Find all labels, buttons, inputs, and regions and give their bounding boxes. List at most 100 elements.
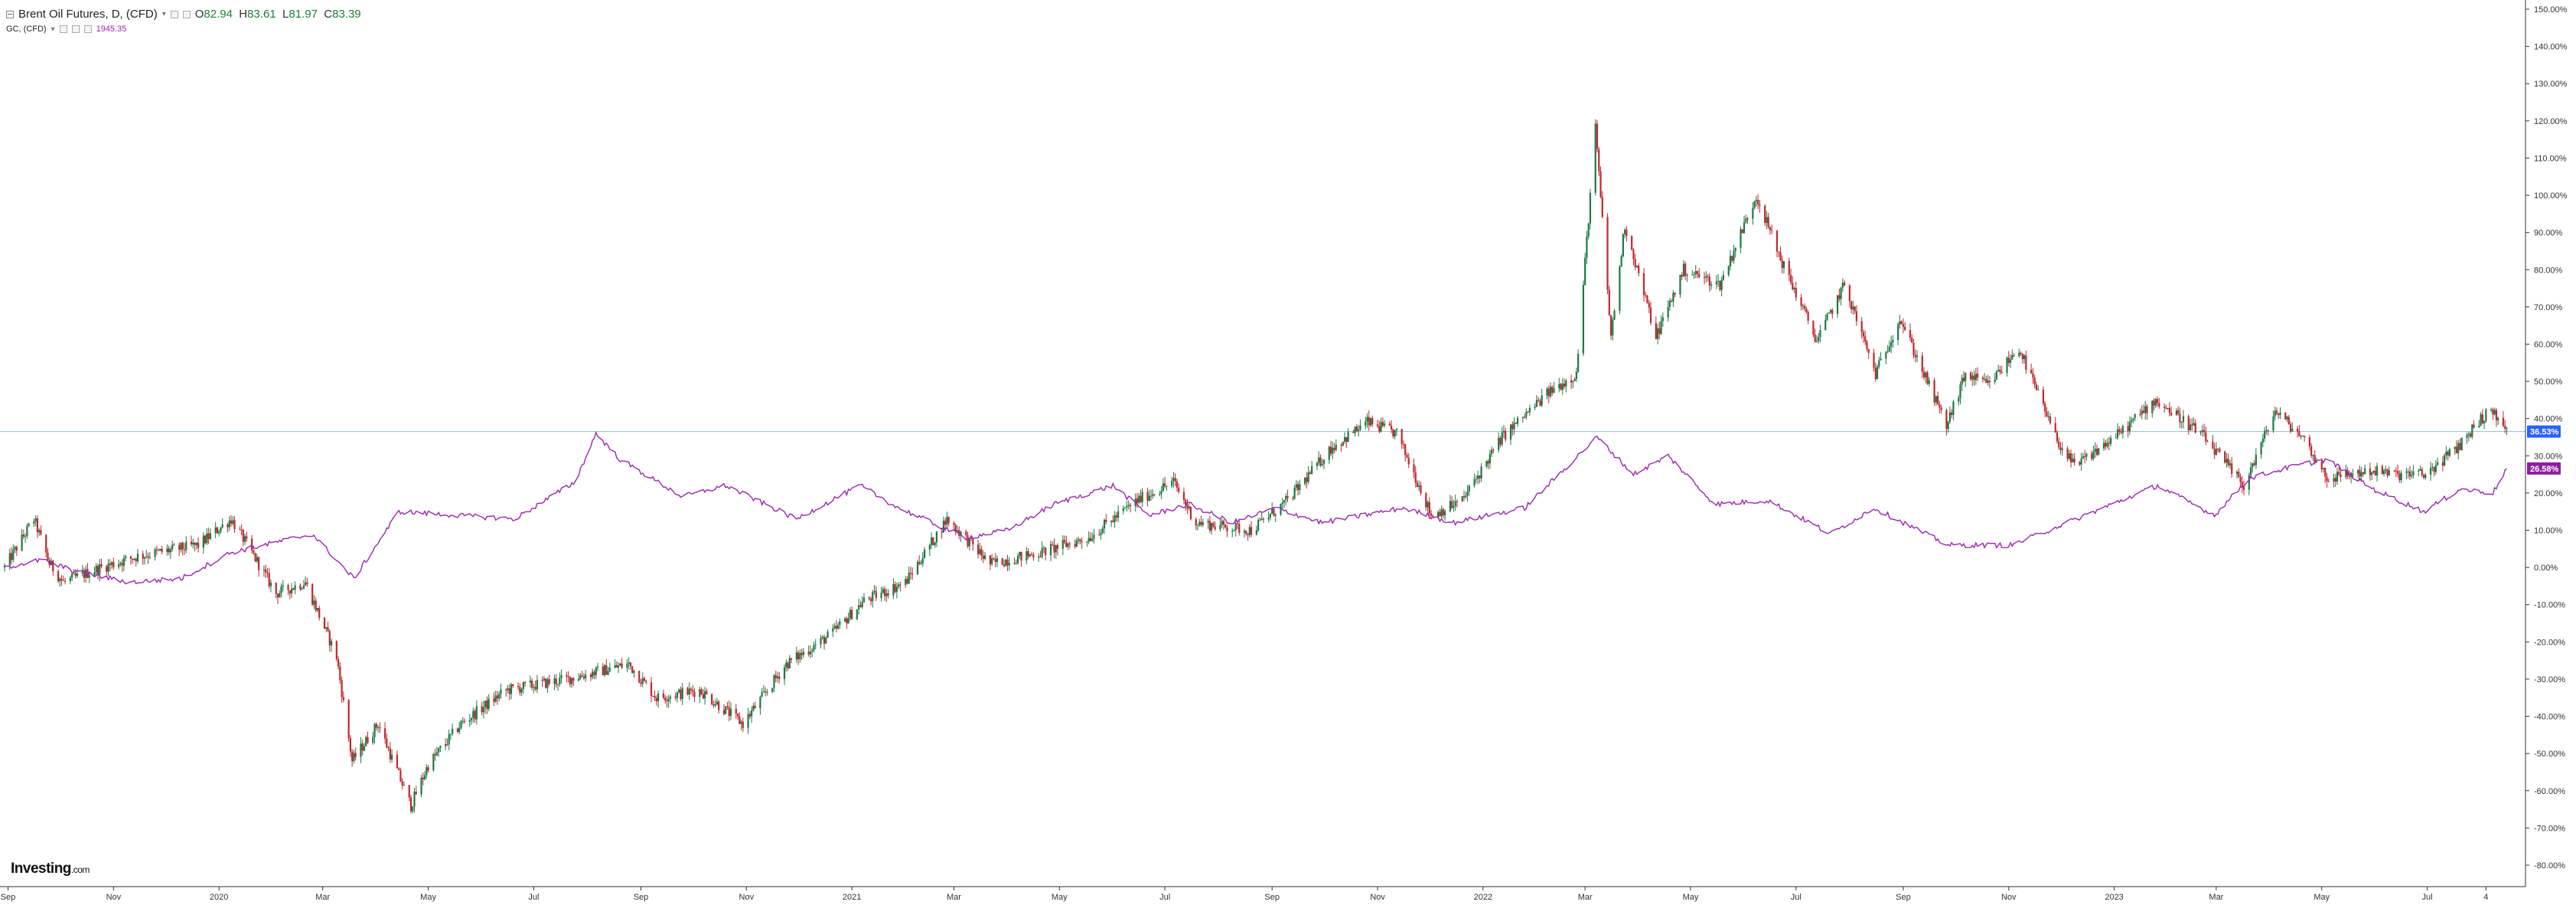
candle-body: [2492, 409, 2494, 415]
candle-body: [968, 537, 970, 547]
candle-body: [946, 516, 948, 525]
candle-body: [1951, 412, 1953, 415]
candle-body: [508, 688, 510, 694]
candle-body: [1549, 387, 1552, 397]
candle-body: [524, 681, 527, 683]
candle-body: [589, 675, 592, 678]
candle-body: [1874, 368, 1877, 379]
time-axis[interactable]: Sep Nov 2020 Mar May Jul Sep Nov 2021 Mar May Jul Se…: [1, 887, 2489, 902]
candle-body: [1247, 534, 1249, 535]
candle-body: [2179, 413, 2181, 423]
candle-body: [1369, 418, 1372, 426]
candle-body: [1831, 309, 1834, 315]
candle-body: [1866, 341, 1868, 349]
candle-body: [1262, 518, 1265, 520]
candle-body: [1684, 263, 1687, 276]
candle-body: [1516, 417, 1519, 424]
x-tick-label: 2023: [2105, 893, 2123, 902]
candle-body: [1914, 354, 1916, 358]
candle-body: [313, 600, 315, 605]
candle-body: [230, 520, 233, 524]
candle-body: [1061, 540, 1064, 549]
candle-body: [1698, 273, 1700, 278]
candle-body: [452, 728, 454, 734]
candle-body: [2265, 430, 2268, 431]
candle-body: [1328, 446, 1330, 460]
candle-body: [654, 696, 656, 698]
chevron-down-icon[interactable]: ▾: [161, 10, 166, 18]
close-label: C: [324, 8, 333, 21]
candle-body: [2167, 407, 2169, 409]
candle-body: [2381, 466, 2383, 474]
candle-body: [195, 542, 197, 545]
candle-body: [2092, 451, 2095, 459]
candle-body: [1952, 401, 1955, 415]
candle-body: [1462, 496, 1466, 498]
candle-body: [1112, 520, 1114, 523]
candle-body: [908, 573, 910, 584]
candle-body: [1005, 560, 1007, 567]
candle-body: [2006, 358, 2008, 374]
y-tick-label: 10.00%: [2534, 527, 2563, 536]
candle-body: [318, 608, 321, 618]
main-symbol-name[interactable]: Brent Oil Futures, D, (CFD): [18, 8, 158, 21]
settings-icon[interactable]: [71, 25, 80, 33]
candle-body: [1535, 400, 1538, 407]
candle-body: [1729, 256, 1732, 267]
candle-body: [1981, 377, 1984, 380]
candle-body: [531, 680, 533, 688]
candle-body: [1499, 437, 1502, 445]
candle-body: [1599, 171, 1602, 198]
candle-body: [1371, 418, 1374, 425]
y-tick-label: 0.00%: [2534, 564, 2558, 573]
candle-body: [2187, 416, 2190, 431]
close-icon[interactable]: [182, 10, 191, 18]
candle-body: [545, 678, 547, 688]
chevron-down-icon[interactable]: ▾: [51, 25, 55, 34]
candle-body: [386, 738, 388, 748]
candle-body: [1222, 521, 1225, 525]
candle-body: [2375, 466, 2379, 475]
candle-body: [133, 558, 135, 560]
candle-body: [2418, 470, 2420, 472]
candle-body: [1233, 530, 1235, 531]
candle-body: [1439, 511, 1441, 517]
settings-icon[interactable]: [170, 10, 178, 18]
candle-body: [206, 533, 208, 544]
candle-body: [802, 652, 804, 655]
candle-body: [1876, 366, 1879, 379]
candle-body: [1032, 554, 1035, 558]
candle-body: [494, 695, 497, 702]
candle-body: [510, 684, 513, 694]
candle-body: [1127, 505, 1130, 506]
candle-body: [1715, 281, 1717, 285]
candle-body: [869, 599, 872, 602]
candle-body: [243, 536, 246, 542]
candle-body: [932, 537, 934, 545]
candle-body: [560, 675, 562, 678]
candle-body: [795, 652, 797, 660]
close-icon[interactable]: [83, 25, 92, 33]
candle-body: [294, 585, 296, 590]
candle-body: [1596, 123, 1599, 149]
candle-body: [73, 573, 75, 574]
candle-body: [578, 678, 580, 681]
candle-body: [1625, 229, 1628, 237]
collapse-icon[interactable]: [6, 10, 14, 18]
price-axis[interactable]: 150.00% 140.00% 130.00% 120.00% 110.00% 100.0…: [2525, 5, 2568, 871]
candle-body: [2189, 424, 2192, 431]
candle-body: [305, 582, 307, 586]
candle-body: [45, 534, 47, 553]
visibility-icon[interactable]: [59, 25, 67, 33]
candle-body: [178, 544, 181, 551]
candle-body: [33, 521, 35, 524]
overlay-symbol-name[interactable]: GC, (CFD): [6, 25, 47, 34]
candle-body: [2098, 448, 2100, 455]
candle-body: [1769, 227, 1772, 230]
candle-body: [1042, 547, 1045, 549]
candle-body: [809, 652, 812, 655]
candle-body: [2066, 448, 2069, 459]
candle-body: [1045, 547, 1047, 556]
candle-body: [1212, 523, 1215, 527]
